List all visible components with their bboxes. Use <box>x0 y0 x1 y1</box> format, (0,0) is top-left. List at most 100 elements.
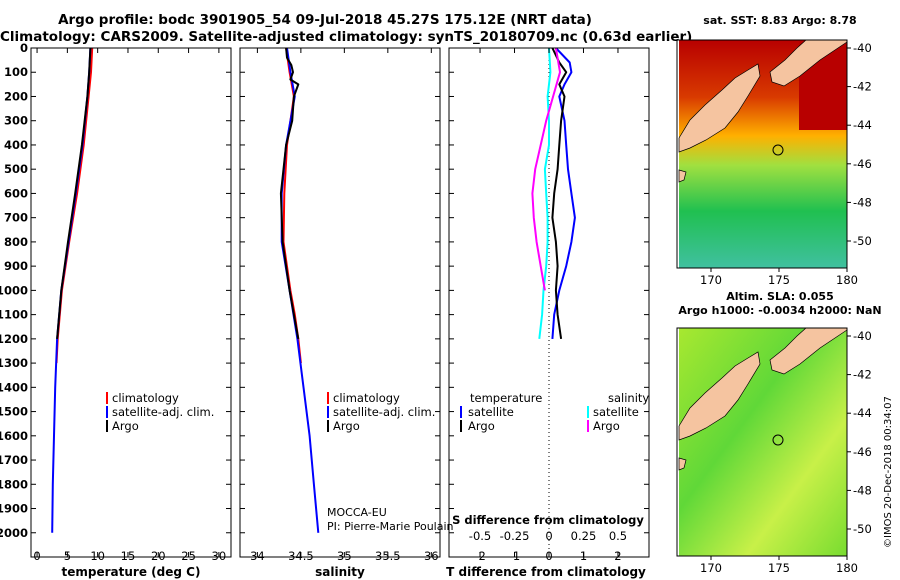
y-tick-label: 900 <box>4 259 28 273</box>
sla-map-title-line-2: Argo h1000: -0.0034 h2000: NaN <box>678 304 882 317</box>
y-tick-label: 1000 <box>0 283 28 297</box>
y-tick-label: 500 <box>4 162 28 176</box>
x-tick-label: -2 <box>474 549 485 563</box>
project-name: MOCCA-EU <box>327 506 387 519</box>
difference-legend: temperature satellite Argo salinity sate… <box>460 391 649 433</box>
s-difference-xlabel: S difference from climatology <box>452 513 644 527</box>
x-top-tick-label: 0 <box>545 529 552 543</box>
pi-name: PI: Pierre-Marie Poulain <box>327 520 454 533</box>
x-tick-label: 25 <box>181 549 196 563</box>
legend-argo-label: Argo <box>333 419 360 433</box>
legend-satellite-label: satellite-adj. clim. <box>112 405 214 419</box>
lon-tick-label: 170 <box>700 561 722 575</box>
y-tick-label: 200 <box>4 89 28 103</box>
lat-tick-label: -46 <box>853 445 872 459</box>
lat-tick-label: -48 <box>853 195 872 209</box>
legend-t-satellite-label: satellite <box>468 405 514 419</box>
lon-tick-label: 175 <box>768 273 790 287</box>
difference-lines <box>531 48 576 557</box>
legend-s-satellite-label: satellite <box>593 405 639 419</box>
legend-s-argo-label: Argo <box>593 419 620 433</box>
lat-tick-label: -50 <box>853 522 872 536</box>
x-tick-label: 20 <box>151 549 166 563</box>
lat-tick-label: -50 <box>853 234 872 248</box>
lon-tick-label: 180 <box>836 561 858 575</box>
lat-tick-label: -48 <box>853 483 872 497</box>
salinity-frame <box>239 47 441 558</box>
legend-temperature-title: temperature <box>470 391 542 405</box>
legend-climatology-label: climatology <box>333 391 400 405</box>
salinity-lines <box>279 48 320 533</box>
salinity-xlabel: salinity <box>315 565 365 579</box>
lon-tick-label: 170 <box>700 273 722 287</box>
series-argo <box>279 48 300 340</box>
x-tick-label: 1 <box>580 549 587 563</box>
temperature-xlabel: temperature (deg C) <box>62 565 201 579</box>
y-tick-label: 1100 <box>0 308 28 322</box>
south-island-land-sla <box>678 351 761 441</box>
lat-tick-label: -46 <box>853 157 872 171</box>
x-tick-label: 34 <box>250 549 265 563</box>
x-tick-label: 5 <box>64 549 71 563</box>
series-t-satellite <box>551 48 576 339</box>
sla-map: -40 -42 -44 -46 -48 -50 170 175 180 <box>676 327 877 575</box>
legend-salinity-title: salinity <box>608 391 649 405</box>
x-top-tick-label: -0.25 <box>500 529 530 543</box>
y-tick-label: 1500 <box>0 405 28 419</box>
difference-panel: -2 -1 0 1 2 -0.5 -0.25 0 0.25 0.5 S difference fr… <box>446 47 650 579</box>
title-line-1: Argo profile: bodc 3901905_54 09-Jul-201… <box>58 12 592 28</box>
x-tick-label: 15 <box>121 549 136 563</box>
y-tick-label: 1400 <box>0 380 28 394</box>
x-tick-label: 30 <box>212 549 227 563</box>
stewart-island-land <box>678 169 687 183</box>
sla-map-title-line-1: Altim. SLA: 0.055 <box>726 290 834 303</box>
x-tick-label: 34.5 <box>288 549 314 563</box>
title-line-2: Climatology: CARS2009. Satellite-adjuste… <box>0 29 693 45</box>
y-tick-label: 800 <box>4 235 28 249</box>
series-s-argo <box>531 48 561 291</box>
lat-tick-label: -42 <box>853 80 872 94</box>
y-tick-label: 400 <box>4 138 28 152</box>
x-tick-label: 2 <box>614 549 621 563</box>
y-tick-label: 1600 <box>0 429 28 443</box>
temperature-frame <box>30 47 232 558</box>
stewart-island-land-sla <box>678 457 687 471</box>
salinity-legend: climatology satellite-adj. clim. Argo <box>327 391 435 433</box>
salinity-panel: 34 34.5 35 35.5 36 salinity climatology sate… <box>239 47 454 579</box>
temperature-legend: climatology satellite-adj. clim. Argo <box>106 391 214 433</box>
temperature-lines <box>51 48 94 533</box>
sla-field <box>679 328 847 556</box>
x-tick-label: 0 <box>33 549 40 563</box>
lon-tick-label: 175 <box>768 561 790 575</box>
x-top-tick-label: 0.25 <box>571 529 597 543</box>
lat-tick-label: -44 <box>853 118 872 132</box>
y-tick-label: 300 <box>4 114 28 128</box>
series-t-argo <box>551 48 568 340</box>
legend-argo-label: Argo <box>112 419 139 433</box>
t-difference-xlabel: T difference from climatology <box>446 565 646 579</box>
argo-float-marker <box>772 144 784 156</box>
series-climatology <box>282 48 302 364</box>
lat-tick-label: -40 <box>853 329 872 343</box>
y-tick-label: 2000 <box>0 526 28 540</box>
series-satellite-adj-clim- <box>280 48 320 533</box>
lon-tick-label: 180 <box>836 273 858 287</box>
lat-tick-label: -44 <box>853 406 872 420</box>
south-island-land <box>678 63 761 153</box>
series-s-satellite <box>538 48 552 340</box>
lat-tick-label: -42 <box>853 368 872 382</box>
series-argo <box>56 48 92 339</box>
x-tick-label: 10 <box>90 549 105 563</box>
y-tick-label: 600 <box>4 186 28 200</box>
x-tick-label: 35 <box>337 549 352 563</box>
legend-satellite-label: satellite-adj. clim. <box>333 405 435 419</box>
x-top-tick-label: 0.5 <box>609 529 627 543</box>
sst-map: -40 -42 -44 -46 -48 -50 170 175 180 <box>676 39 877 287</box>
x-tick-label: -1 <box>509 549 520 563</box>
x-tick-label: 36 <box>424 549 439 563</box>
legend-climatology-label: climatology <box>112 391 179 405</box>
argo-float-marker-sla <box>772 434 784 446</box>
y-tick-label: 100 <box>4 65 28 79</box>
